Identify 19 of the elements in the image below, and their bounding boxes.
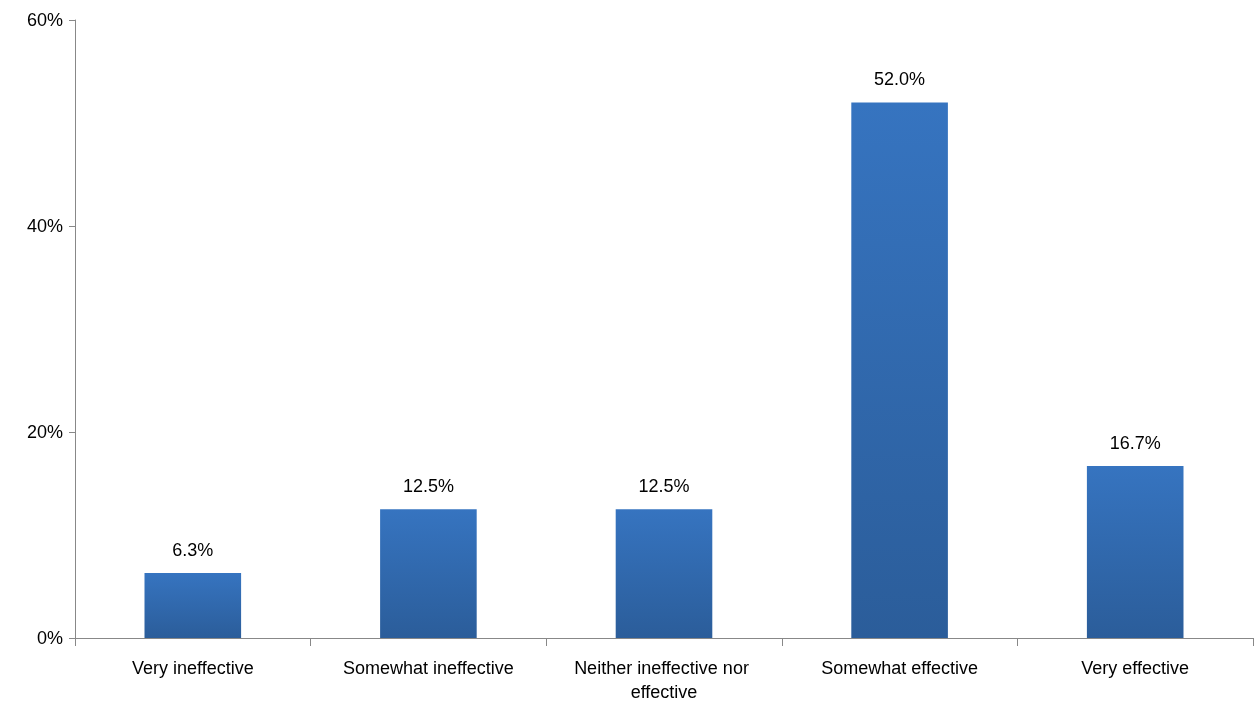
bar	[851, 102, 948, 638]
y-tick-label: 40%	[26, 216, 63, 236]
data-label: 12.5%	[402, 476, 454, 497]
data-label: 16.7%	[1109, 432, 1161, 453]
bar	[1086, 465, 1184, 638]
x-tick-label: Somewhat ineffective	[343, 658, 514, 678]
x-tick-label: Somewhat effective	[821, 658, 978, 678]
x-tick-label: Very effective	[1081, 658, 1190, 678]
bar	[144, 573, 242, 638]
y-tick-label: 0%	[36, 628, 63, 648]
x-tick-label: Very ineffective	[131, 658, 254, 678]
bar	[380, 509, 477, 638]
y-tick-label: 20%	[26, 422, 63, 442]
bar	[615, 509, 713, 638]
y-tick-label: 60%	[26, 10, 63, 30]
data-label: 6.3%	[172, 540, 214, 561]
data-label: 52.0%	[874, 69, 926, 90]
x-tick-label: Neither ineffective nor effective	[574, 658, 754, 702]
data-label: 12.5%	[638, 476, 690, 497]
